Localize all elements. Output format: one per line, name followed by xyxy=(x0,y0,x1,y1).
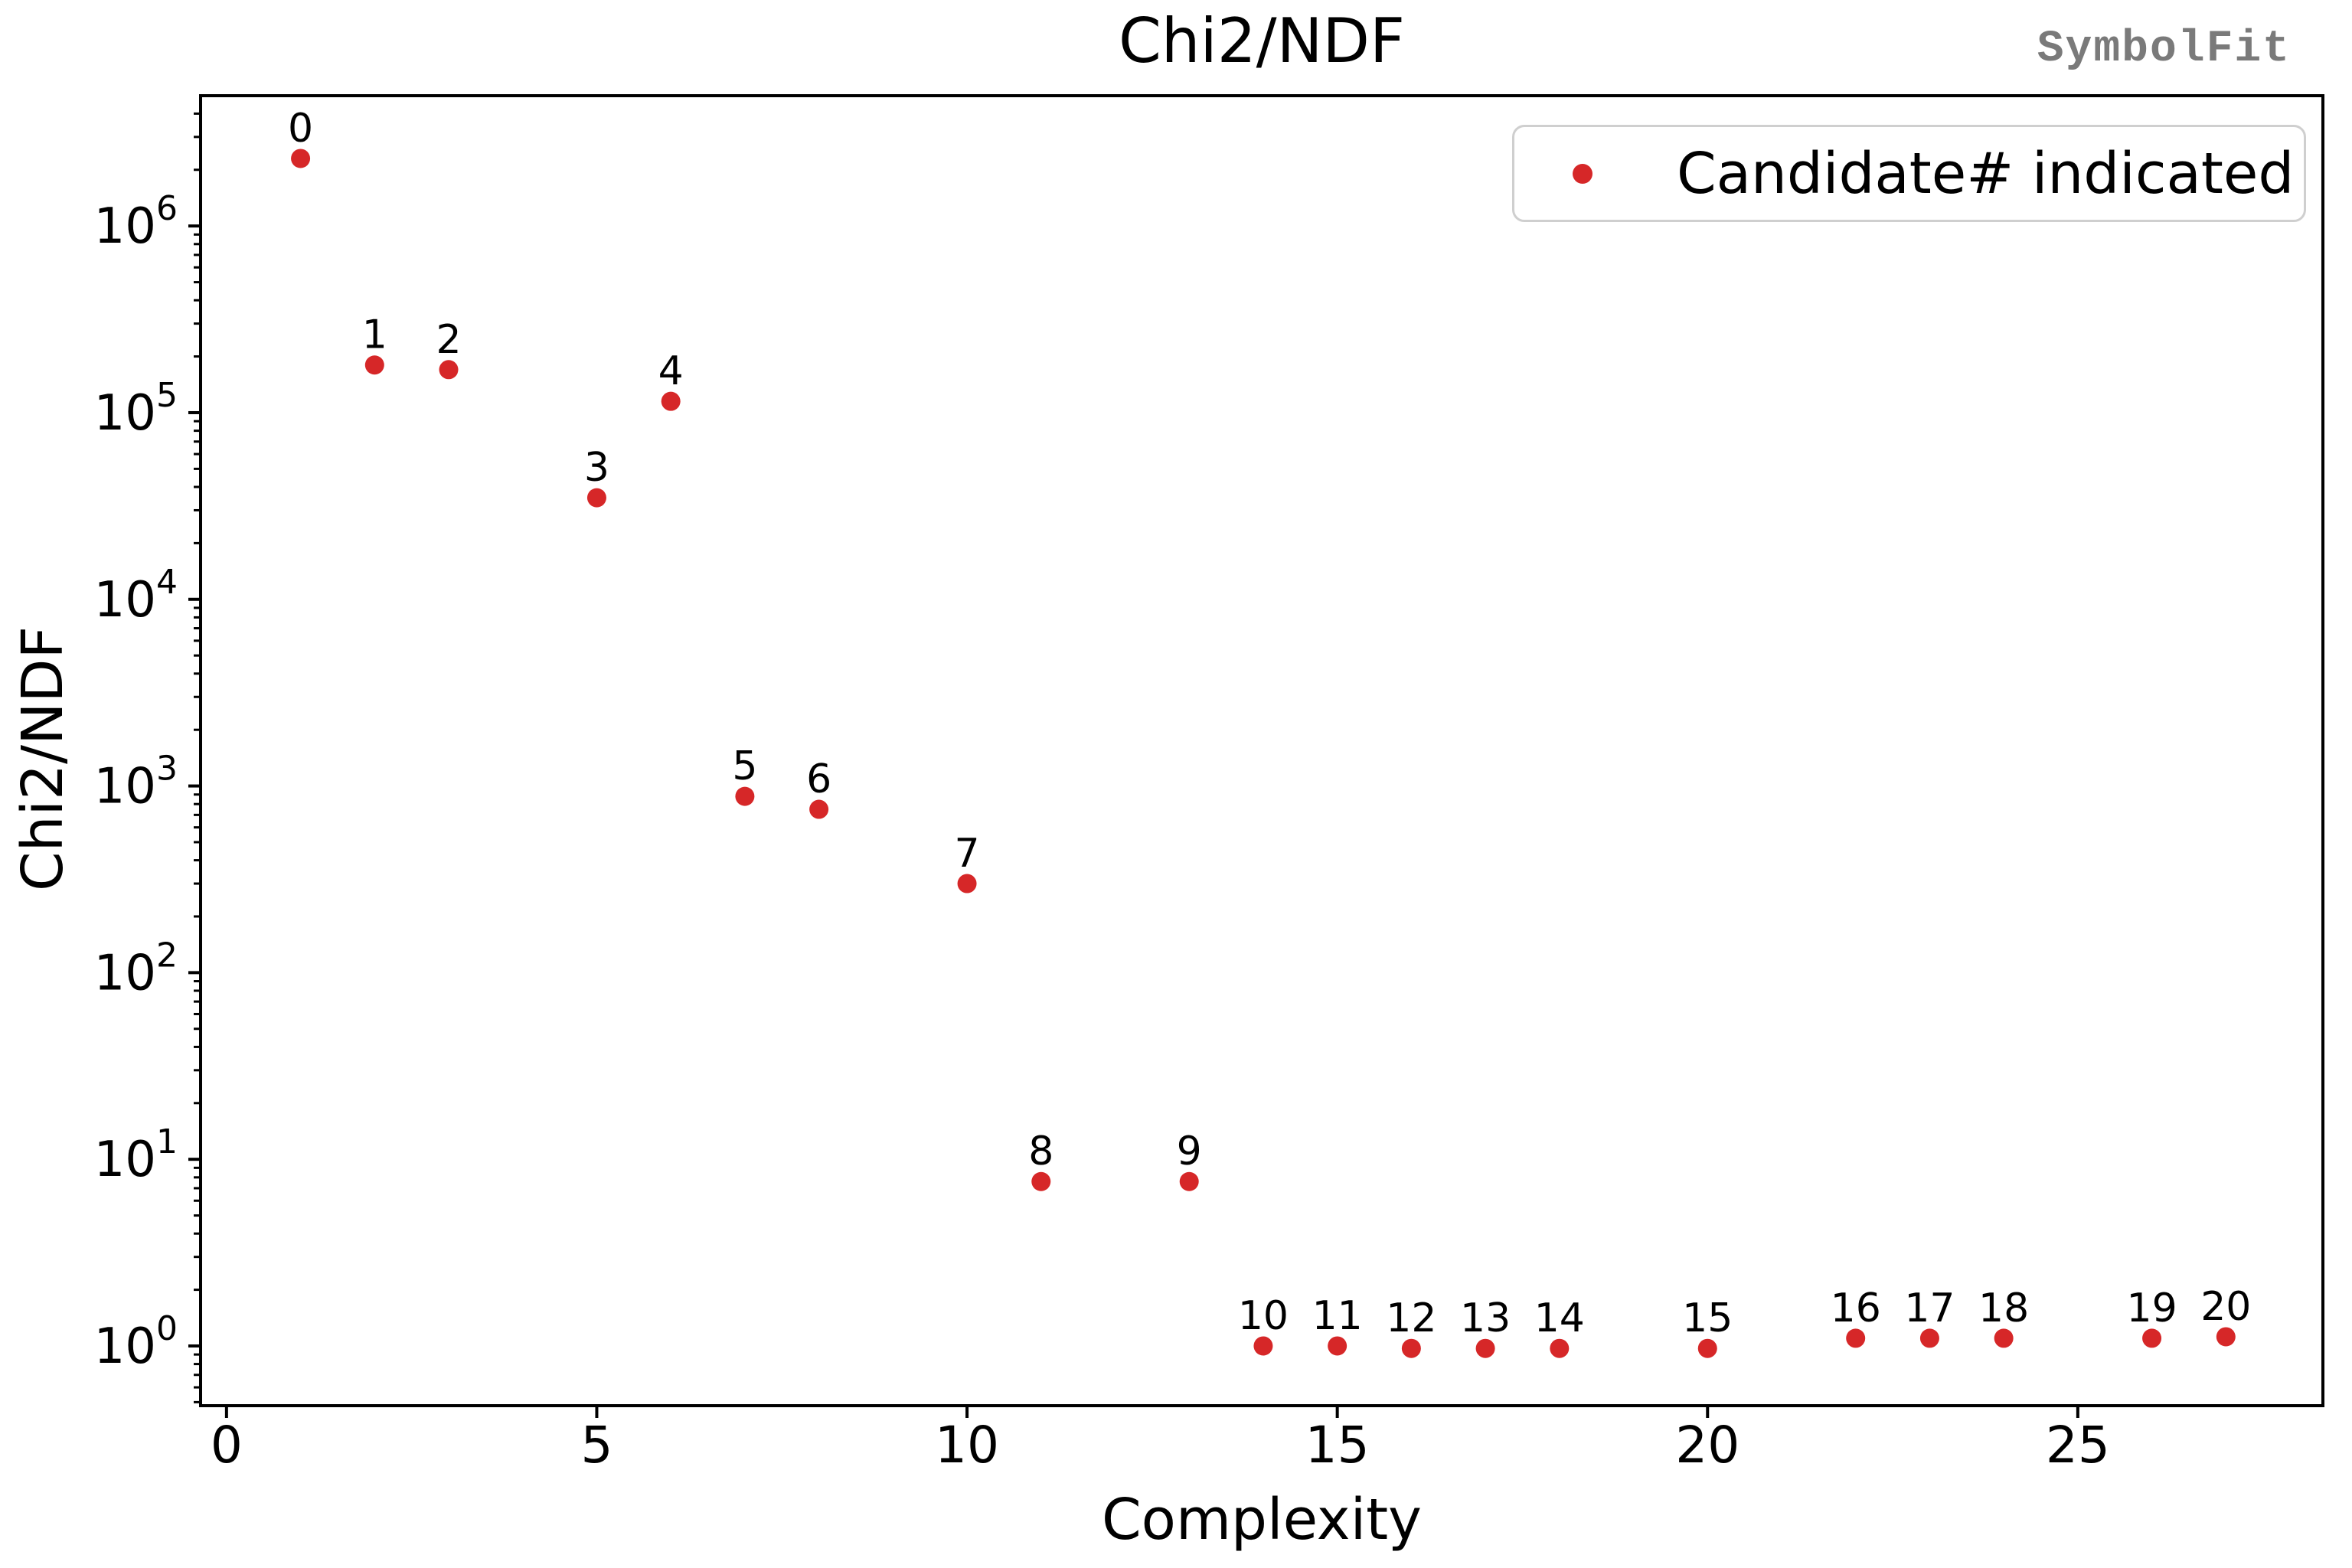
x-tick-label: 20 xyxy=(1675,1416,1740,1475)
data-point-label: 3 xyxy=(584,445,609,491)
data-point-label: 12 xyxy=(1386,1295,1436,1341)
watermark: SymbolFit xyxy=(2037,24,2291,74)
data-point xyxy=(1179,1171,1199,1191)
data-point-label: 11 xyxy=(1312,1293,1363,1339)
data-point xyxy=(1253,1336,1273,1356)
y-tick-label: 106 xyxy=(94,189,178,255)
data-point-label: 20 xyxy=(2200,1284,2251,1330)
data-point xyxy=(1994,1328,2014,1348)
data-point-label: 7 xyxy=(955,831,980,877)
data-point xyxy=(2142,1328,2162,1348)
x-axis-label: Complexity xyxy=(1102,1487,1422,1553)
data-point xyxy=(439,360,459,380)
data-point xyxy=(2216,1327,2236,1347)
x-tick-label: 25 xyxy=(2046,1416,2110,1475)
data-point xyxy=(1919,1328,1939,1348)
data-point xyxy=(1846,1328,1866,1348)
x-tick-label: 15 xyxy=(1305,1416,1370,1475)
data-point-label: 8 xyxy=(1028,1129,1054,1174)
y-tick-label: 100 xyxy=(94,1309,178,1375)
data-point xyxy=(291,149,311,168)
data-point-label: 1 xyxy=(362,312,387,358)
data-point xyxy=(1475,1338,1495,1358)
legend-marker-icon xyxy=(1573,163,1592,184)
data-point xyxy=(735,786,755,806)
y-tick-label: 105 xyxy=(94,376,178,442)
data-point xyxy=(1328,1336,1348,1356)
data-point-label: 17 xyxy=(1904,1285,1955,1331)
data-point-label: 19 xyxy=(2126,1285,2177,1331)
data-point-label: 6 xyxy=(806,756,831,802)
data-point xyxy=(1031,1171,1051,1191)
plot-spines xyxy=(199,94,2324,1407)
data-point-label: 2 xyxy=(436,317,461,363)
data-point-label: 5 xyxy=(732,743,757,789)
x-tick-label: 5 xyxy=(580,1416,612,1475)
y-tick-label: 104 xyxy=(94,563,178,629)
data-point-label: 15 xyxy=(1682,1295,1733,1341)
data-point-label: 16 xyxy=(1831,1285,1881,1331)
data-point xyxy=(1550,1338,1570,1358)
y-axis-label: Chi2/NDF xyxy=(10,626,76,892)
data-point-label: 10 xyxy=(1238,1293,1289,1339)
data-point xyxy=(957,874,977,893)
x-tick-label: 10 xyxy=(935,1416,999,1475)
y-tick-label: 101 xyxy=(94,1122,178,1188)
y-tick-label: 103 xyxy=(94,750,178,815)
data-point xyxy=(809,799,829,819)
data-point-label: 14 xyxy=(1534,1295,1585,1341)
chart-title: Chi2/NDF xyxy=(1118,5,1406,77)
data-point-label: 0 xyxy=(288,106,313,152)
data-point xyxy=(661,391,681,411)
legend: Candidate# indicated xyxy=(1512,125,2306,222)
data-point xyxy=(1401,1338,1421,1358)
y-tick-label: 102 xyxy=(94,936,178,1001)
data-point xyxy=(586,488,606,508)
data-point xyxy=(1697,1338,1717,1358)
data-point-label: 4 xyxy=(658,348,684,394)
legend-label: Candidate# indicated xyxy=(1677,140,2295,207)
data-point-label: 13 xyxy=(1460,1295,1511,1341)
x-tick-label: 0 xyxy=(211,1416,243,1475)
data-point-label: 18 xyxy=(1978,1285,2029,1331)
data-point-label: 9 xyxy=(1177,1129,1202,1174)
data-point xyxy=(364,355,384,375)
